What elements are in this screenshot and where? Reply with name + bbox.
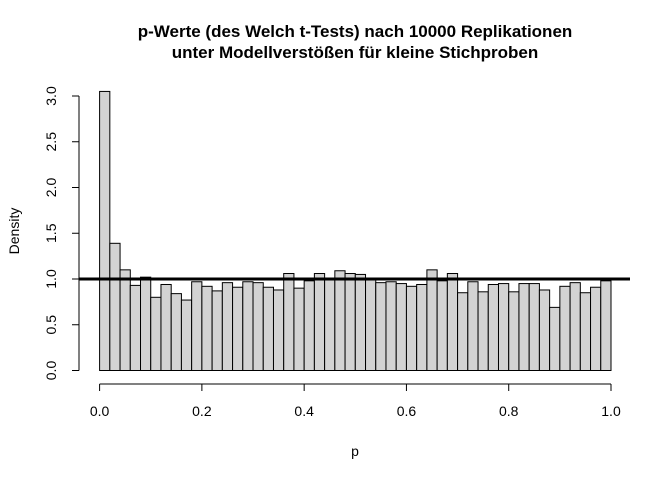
x-axis-label: p <box>351 443 359 459</box>
histogram-bar <box>324 279 336 371</box>
histogram-bar <box>303 280 315 371</box>
histogram-bar <box>538 289 551 372</box>
x-tick-label: 0.2 <box>192 403 212 419</box>
y-tick-label: 3.0 <box>43 86 59 106</box>
histogram-bar <box>242 281 254 371</box>
histogram-bar <box>559 285 571 372</box>
histogram-bar <box>170 293 182 372</box>
histogram-bar <box>354 273 367 371</box>
histogram-bar <box>508 291 520 371</box>
x-axis: 0.0 0.2 0.4 0.6 0.8 1.0 <box>90 383 621 419</box>
histogram-bar <box>211 290 223 372</box>
x-tick-label: 1.0 <box>601 403 621 419</box>
histogram-bar <box>416 283 428 371</box>
histogram-bar <box>283 273 295 372</box>
x-tick-label: 0.8 <box>499 403 519 419</box>
histogram-bar <box>600 280 612 371</box>
y-tick-label: 2.5 <box>43 132 59 152</box>
histogram-bar <box>385 281 397 371</box>
histogram-bar <box>313 273 326 372</box>
histogram-bar <box>375 282 387 371</box>
histogram-bar <box>293 287 305 371</box>
histogram-bars <box>99 90 612 372</box>
histogram-bar <box>467 281 479 371</box>
x-tick-label: 0.0 <box>90 403 110 419</box>
histogram-bar <box>436 280 448 371</box>
histogram-bar <box>221 282 234 371</box>
histogram-bar <box>569 282 581 371</box>
histogram-bar <box>549 306 561 371</box>
histogram-bar <box>497 283 510 372</box>
histogram-bar <box>201 285 213 372</box>
chart-subtitle: unter Modellverstößen für kleine Stichpr… <box>172 43 539 62</box>
histogram-bar <box>140 276 152 372</box>
y-axis-label: Density <box>6 208 22 255</box>
histogram-bar <box>344 273 356 372</box>
y-tick-label: 2.0 <box>43 178 59 198</box>
histogram-bar <box>232 286 244 371</box>
y-axis: 0.0 0.5 1.0 1.5 2.0 2.5 3.0 <box>43 86 80 381</box>
histogram-bar <box>528 283 540 372</box>
y-tick-label: 0.5 <box>43 315 59 335</box>
histogram-bar <box>426 269 438 372</box>
x-tick-label: 0.4 <box>294 403 314 419</box>
histogram-bar <box>180 299 193 371</box>
histogram-bar <box>457 292 469 372</box>
histogram-bar <box>365 279 377 371</box>
y-tick-label: 1.0 <box>43 269 59 289</box>
histogram-bar <box>446 273 459 372</box>
x-tick-label: 0.6 <box>397 403 417 419</box>
chart-title: p-Werte (des Welch t-Tests) nach 10000 R… <box>138 22 573 41</box>
histogram-bar <box>119 269 131 372</box>
y-tick-label: 1.5 <box>43 223 59 243</box>
histogram-bar <box>272 289 285 372</box>
histogram-bar <box>477 291 489 371</box>
histogram-bar <box>405 285 418 372</box>
y-tick-label: 0.0 <box>43 361 59 381</box>
histogram-bar <box>487 283 499 371</box>
histogram-bar <box>262 286 274 371</box>
histogram-bar <box>334 270 346 372</box>
histogram-bar <box>518 283 530 372</box>
histogram-bar <box>160 283 172 371</box>
histogram-bar <box>579 292 592 372</box>
histogram-bar <box>395 283 407 372</box>
histogram-bar <box>252 282 264 371</box>
histogram-bar <box>150 296 162 371</box>
histogram-bar <box>191 281 203 371</box>
histogram-bar <box>129 284 142 371</box>
histogram-bar <box>109 242 121 371</box>
histogram-bar <box>590 286 602 371</box>
histogram-bar <box>99 90 111 372</box>
